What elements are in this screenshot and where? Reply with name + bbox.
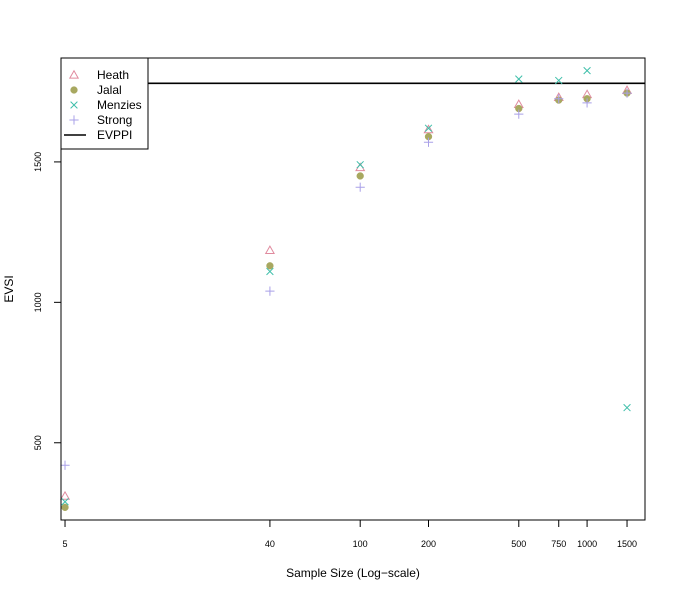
point-menzies-100: [356, 160, 364, 169]
point-menzies-1500: [623, 403, 631, 412]
series-menzies: [61, 66, 631, 506]
point-jalal-40: [266, 262, 274, 270]
point-menzies-5: [61, 497, 69, 506]
point-heath-200-shape: [423, 124, 434, 134]
point-menzies-40-shape: [266, 267, 274, 276]
point-menzies-1000: [583, 66, 591, 75]
y-axis: 500 1000 1500: [33, 152, 62, 450]
legend-symbol-menzies: [70, 101, 78, 109]
point-strong-200: [423, 137, 434, 147]
point-jalal-100: [356, 172, 364, 180]
legend-symbol-heath-shape: [68, 69, 80, 79]
point-strong-200-shape: [423, 137, 434, 147]
point-jalal-40-shape: [266, 262, 274, 270]
point-menzies-200-shape: [424, 124, 433, 132]
legend-symbol-strong: [69, 115, 79, 125]
x-axis: 5 40 100 200 500 750 1000 1500: [63, 519, 637, 549]
point-menzies-500: [515, 75, 523, 83]
legend-symbol-jalal-shape: [70, 86, 78, 94]
y-axis-label: EVSI: [2, 275, 16, 302]
y-tick-label-1500: 1500: [33, 152, 43, 172]
series-strong: [60, 88, 632, 470]
point-jalal-5-shape: [61, 503, 69, 512]
x-tick-label-200: 200: [421, 539, 436, 549]
point-strong-5: [60, 460, 70, 470]
point-strong-1000: [582, 98, 592, 108]
point-strong-500: [514, 109, 524, 119]
point-jalal-100-shape: [356, 172, 364, 180]
x-axis-label: Sample Size (Log−scale): [286, 566, 420, 580]
legend-symbol-strong-shape: [69, 115, 79, 125]
point-strong-40: [265, 286, 275, 296]
plot-marks: [59, 66, 645, 512]
point-strong-750: [554, 94, 564, 104]
legend-label-heath: Heath: [97, 68, 129, 82]
point-menzies-200: [424, 124, 433, 132]
point-menzies-750: [554, 76, 563, 85]
x-tick-label-750: 750: [551, 539, 566, 549]
x-tick-label-1000: 1000: [577, 539, 597, 549]
point-strong-1000-shape: [582, 98, 592, 108]
legend-label-evppi: EVPPI: [97, 128, 132, 142]
point-strong-1500-shape: [622, 88, 632, 98]
point-strong-500-shape: [514, 109, 524, 119]
point-heath-40-shape: [264, 245, 275, 255]
point-jalal-5: [61, 503, 69, 512]
x-tick-label-40: 40: [265, 539, 275, 549]
y-tick-label-1000: 1000: [33, 292, 43, 312]
point-heath-5: [59, 490, 71, 500]
point-menzies-40: [266, 267, 274, 276]
x-tick-label-500: 500: [511, 539, 526, 549]
point-menzies-500-shape: [515, 75, 523, 83]
point-menzies-1000-shape: [583, 66, 591, 75]
legend-symbol-heath: [68, 69, 80, 79]
y-tick-label-500: 500: [33, 435, 43, 450]
point-heath-200: [423, 124, 434, 134]
point-strong-100-shape: [355, 182, 365, 192]
point-strong-1500: [622, 88, 632, 98]
point-menzies-750-shape: [554, 76, 563, 85]
x-tick-label-1500: 1500: [617, 539, 637, 549]
legend-label-strong: Strong: [97, 113, 132, 127]
legend-symbol-menzies-shape: [70, 101, 78, 109]
point-menzies-1500-shape: [623, 403, 631, 412]
point-strong-40-shape: [265, 286, 275, 296]
x-tick-label-5: 5: [63, 539, 68, 549]
point-menzies-100-shape: [356, 160, 364, 169]
legend-label-menzies: Menzies: [97, 98, 142, 112]
point-strong-100: [355, 182, 365, 192]
x-tick-label-100: 100: [353, 539, 368, 549]
point-heath-5-shape: [59, 490, 71, 500]
point-heath-40: [264, 245, 275, 255]
point-strong-5-shape: [60, 460, 70, 470]
point-menzies-5-shape: [61, 497, 69, 506]
legend-symbol-jalal: [70, 86, 78, 94]
point-strong-750-shape: [554, 94, 564, 104]
legend-label-jalal: Jalal: [97, 83, 122, 97]
